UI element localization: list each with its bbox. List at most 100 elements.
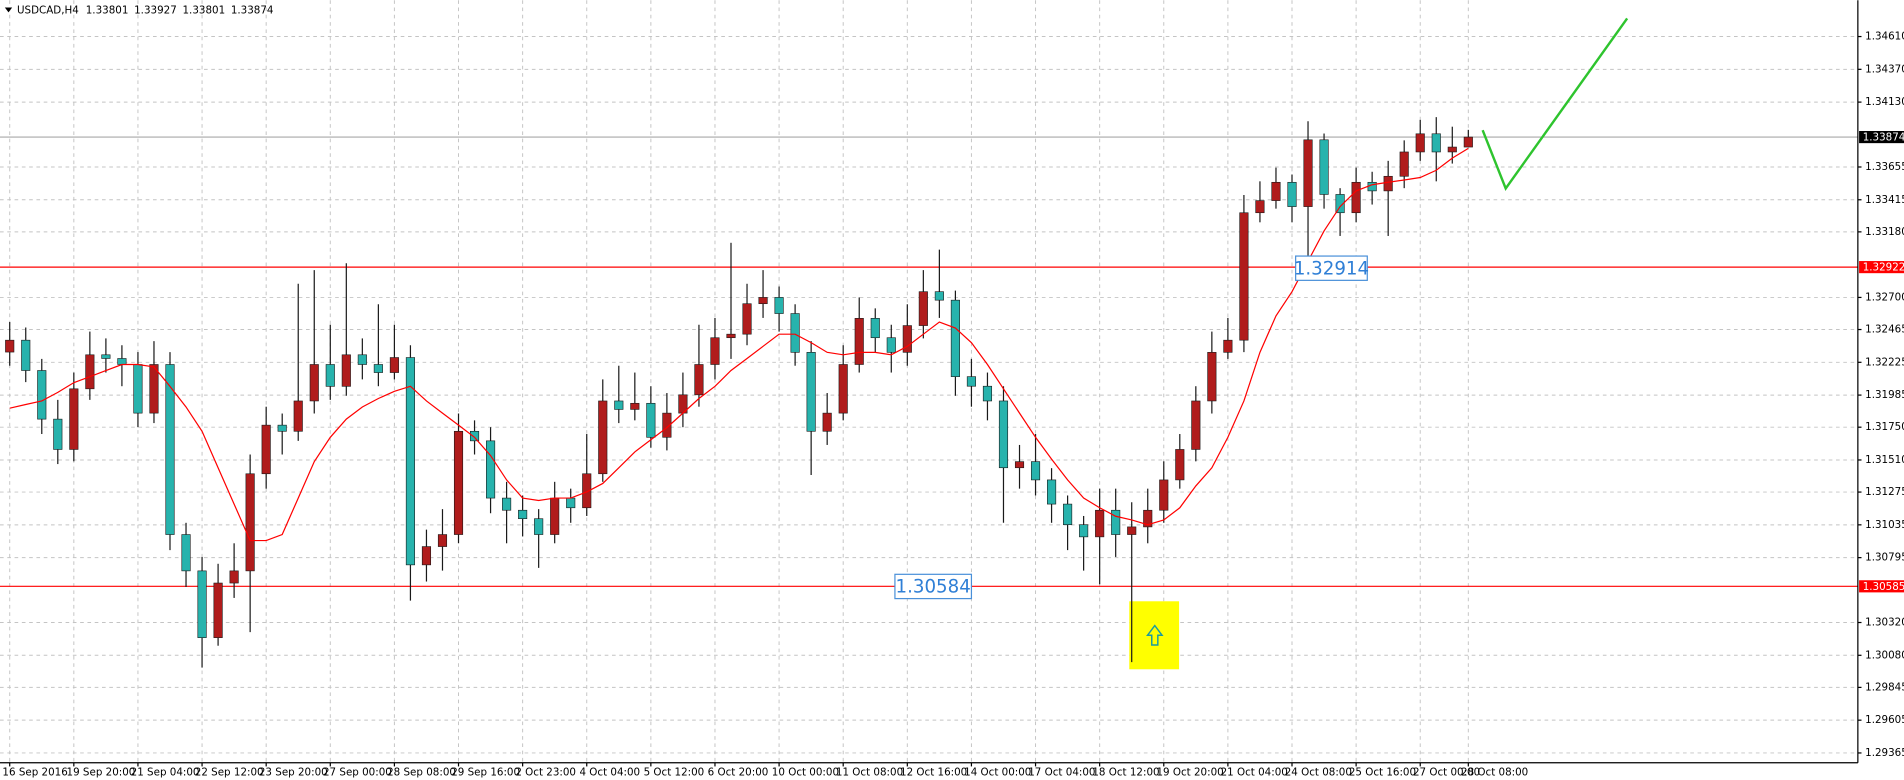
candle-body — [213, 582, 223, 638]
highlight-box — [1129, 601, 1180, 670]
candle-body — [950, 299, 960, 377]
x-tick-label: 14 Oct 00:00 — [964, 767, 1031, 779]
candle-body — [117, 358, 127, 365]
candle-body — [806, 352, 816, 432]
candle-body — [614, 400, 624, 410]
y-tick-label: 1.32700 — [1865, 291, 1904, 303]
candle-body — [341, 354, 351, 387]
y-tick-label: 1.33180 — [1865, 226, 1904, 238]
candle-body — [1175, 449, 1185, 481]
x-tick-label: 25 Oct 16:00 — [1349, 767, 1416, 779]
x-tick-label: 6 Oct 20:00 — [708, 767, 769, 779]
y-tick-label: 1.33415 — [1865, 194, 1904, 206]
close-price: 1.33874 — [231, 5, 274, 17]
candle-body — [389, 357, 399, 373]
x-tick-label: 18 Oct 12:00 — [1092, 767, 1159, 779]
candle-body — [1207, 352, 1217, 402]
candle-body — [261, 424, 271, 475]
candle-body — [1111, 509, 1121, 535]
candle-body — [85, 354, 95, 390]
candle-body — [1431, 133, 1441, 153]
high-price: 1.33927 — [134, 5, 177, 17]
candle-body — [662, 412, 672, 438]
candle-body — [502, 497, 512, 511]
candle-body — [1447, 146, 1457, 153]
candle-body — [229, 570, 239, 584]
candle-body — [421, 546, 432, 566]
current-price-box — [1859, 131, 1904, 144]
level-price-label: 1.30585 — [1863, 581, 1904, 593]
x-tick-label: 24 Oct 08:00 — [1285, 767, 1352, 779]
candle-body — [1383, 175, 1393, 192]
candle-body — [646, 402, 656, 438]
candle-body — [101, 354, 111, 359]
candle-body — [1351, 181, 1361, 214]
candle-body — [742, 303, 752, 335]
x-tick-label: 2 Oct 23:00 — [515, 767, 576, 779]
x-tick-label: 12 Oct 16:00 — [900, 767, 967, 779]
candle-body — [854, 318, 864, 365]
candle-body — [1463, 136, 1473, 148]
candle-body — [774, 297, 784, 314]
candle-body — [982, 385, 993, 402]
low-price: 1.33801 — [182, 5, 225, 17]
candle-body — [453, 430, 464, 535]
candle-body — [934, 291, 944, 301]
x-tick-label: 27 Sep 00:00 — [323, 767, 392, 779]
candle-body — [1319, 139, 1329, 195]
x-tick-label: 4 Oct 04:00 — [579, 767, 640, 779]
x-tick-label: 5 Oct 12:00 — [644, 767, 705, 779]
candle-body — [245, 473, 255, 572]
candle-body — [1047, 479, 1057, 505]
candle-body — [133, 364, 143, 414]
x-tick-label: 17 Oct 04:00 — [1028, 767, 1095, 779]
x-tick-label: 19 Sep 20:00 — [67, 767, 136, 779]
x-tick-label: 10 Oct 00:00 — [772, 767, 839, 779]
y-tick-label: 1.31035 — [1865, 519, 1904, 531]
candle-body — [726, 333, 736, 339]
candle-body — [582, 473, 592, 509]
candle-body — [1399, 151, 1409, 177]
y-tick-label: 1.30320 — [1865, 617, 1904, 629]
axes: 1.34610 1.34370 1.34130 1.33655 1.33415 1.331… — [2, 31, 1904, 779]
candle-body — [1191, 400, 1201, 450]
price-annotation: 1.30584 — [896, 577, 971, 598]
candle-body — [405, 357, 415, 566]
x-tick-label: 19 Oct 20:00 — [1156, 767, 1223, 779]
candle-body — [357, 354, 367, 365]
candle-body — [534, 518, 544, 535]
candle-body — [998, 400, 1009, 469]
symbol: USDCAD,H4 — [17, 5, 79, 17]
price-annotation-box — [894, 573, 973, 600]
candle-body — [1095, 509, 1105, 538]
candle-body — [1127, 526, 1137, 535]
candle-body — [149, 364, 159, 414]
candle-body — [437, 534, 448, 547]
y-tick-label: 1.30795 — [1865, 552, 1904, 564]
candle-body — [822, 412, 832, 432]
y-tick-label: 1.34370 — [1865, 63, 1904, 75]
candle-body — [1367, 181, 1377, 192]
candle-body — [293, 400, 303, 432]
y-tick-label: 1.31510 — [1865, 454, 1904, 466]
candle-body — [1079, 524, 1089, 538]
candle-body — [165, 364, 175, 535]
candle-body — [1335, 194, 1345, 214]
y-tick-label: 1.31750 — [1865, 421, 1904, 433]
y-tick-label: 1.33655 — [1865, 161, 1904, 173]
candle-body — [518, 509, 528, 520]
x-tick-label: 23 Sep 20:00 — [259, 767, 328, 779]
y-tick-label: 1.31275 — [1865, 486, 1904, 498]
candle-body — [1030, 461, 1041, 481]
annotations: 1.32914 1.30584 — [894, 255, 1369, 600]
candle-body — [309, 364, 319, 402]
candles — [5, 117, 1473, 668]
y-tick-label: 1.34130 — [1865, 96, 1904, 108]
candle-body — [838, 364, 848, 414]
moving-average-line — [9, 147, 1469, 542]
x-tick-label: 11 Oct 08:00 — [836, 767, 903, 779]
menu-triangle — [4, 7, 13, 13]
candle-body — [181, 534, 191, 572]
